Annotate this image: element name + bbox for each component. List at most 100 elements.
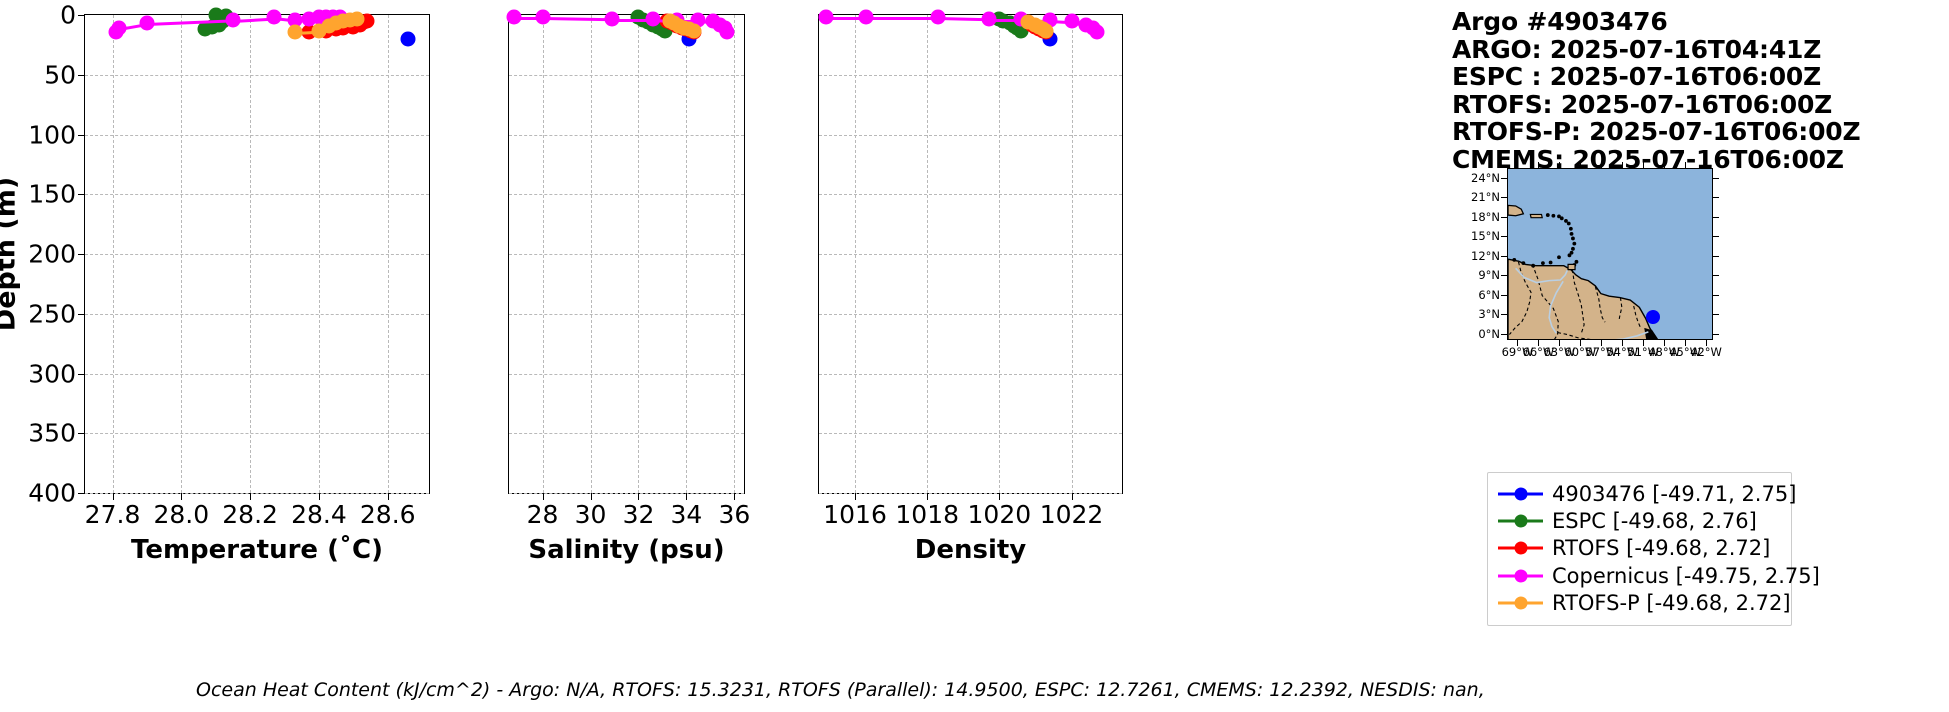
map-lon-tick [1580, 340, 1582, 346]
x-tick-label: 28.0 [153, 500, 210, 529]
x-tick-mark [855, 493, 857, 500]
gridline-vertical [181, 15, 183, 493]
data-point-rtofs-p [1038, 23, 1054, 39]
gridline-horizontal [509, 433, 744, 435]
legend-item-0[interactable]: 4903476 [-49.71, 2.75] [1498, 480, 1796, 507]
map-lat-label: 12°N [1471, 248, 1500, 263]
gridline-vertical [638, 15, 640, 493]
map-lon-tick-top [1622, 162, 1624, 168]
data-point-copernicus [818, 9, 834, 25]
legend-label: ESPC [-49.68, 2.76] [1552, 509, 1757, 534]
legend-swatch-icon [1498, 485, 1543, 503]
map-lon-tick [1685, 340, 1687, 346]
temperature-profile-panel: 0 50 100 150 200 250 300 350 400 27.8 28.0 28.2 28.4… [28, 1, 430, 565]
map-lat-label: 24°N [1471, 170, 1500, 185]
data-point-rtofs-p [349, 11, 365, 27]
title-line-3: RTOFS: 2025-07-16T06:00Z [1452, 89, 1833, 119]
data-point-copernicus [266, 9, 282, 25]
x-tick-mark [927, 493, 929, 500]
map-coastlines [1508, 204, 1659, 339]
legend-swatch-icon [1498, 512, 1543, 530]
map-lat-label: 0°N [1478, 326, 1500, 341]
map-lat-tick-right [1713, 294, 1719, 296]
x-tick-label: 28.2 [222, 500, 278, 529]
legend-swatch-icon [1498, 539, 1543, 557]
ocean-heat-content-footnote: Ocean Heat Content (kJ/cm^2) - Argo: N/A… [196, 679, 1485, 701]
y-tick-label: 200 [28, 239, 76, 269]
title-line-0: Argo #4903476 [1452, 7, 1668, 36]
gridline-vertical [318, 15, 320, 493]
map-lon-label: 60°W [1564, 345, 1597, 359]
map-lat-label: 15°N [1471, 229, 1500, 244]
map-lon-tick-top [1517, 162, 1519, 168]
map-lon-label: 48°W [1648, 345, 1680, 359]
x-tick-mark [387, 493, 389, 500]
gridline-horizontal [819, 134, 1122, 136]
y-tick-mark [78, 373, 85, 375]
data-point-copernicus [604, 11, 620, 27]
data-point-copernicus [719, 24, 735, 40]
series-line-copernicus [826, 17, 866, 21]
map-lon-tick [1517, 340, 1519, 346]
legend-item-4[interactable]: RTOFS-P [-49.68, 2.72] [1498, 590, 1791, 617]
y-tick-mark [78, 313, 85, 315]
map-lat-tick-right [1713, 177, 1719, 179]
legend-swatch-icon [1498, 567, 1543, 585]
y-tick-label: 400 [28, 478, 76, 508]
gridline-horizontal [85, 254, 429, 255]
gridline-horizontal [819, 313, 1122, 315]
x-axis-title: Density [914, 535, 1027, 565]
map-lon-label: 51°W [1627, 345, 1660, 359]
legend-item-3[interactable]: Copernicus [-49.75, 2.75] [1498, 562, 1820, 589]
map-lat-label: 18°N [1471, 209, 1500, 224]
gridline-vertical [734, 15, 736, 493]
map-lat-tick-right [1713, 314, 1719, 316]
gridline-horizontal [509, 254, 744, 255]
gridline-vertical [112, 15, 114, 493]
map-lon-label: 54°W [1606, 345, 1639, 359]
legend-item-1[interactable]: ESPC [-49.68, 2.76] [1498, 507, 1781, 534]
gridline-vertical [999, 15, 1001, 493]
legend-swatch-icon [1498, 594, 1543, 612]
x-tick-label: 28.6 [359, 500, 416, 529]
density-profile-panel: 1016 1018 1020 1022 Density [818, 9, 1123, 565]
gridline-vertical [855, 15, 857, 493]
y-tick-mark [78, 254, 85, 255]
map-lat-tick [1501, 255, 1507, 257]
gridline-vertical [542, 15, 544, 493]
x-tick-label: 36 [718, 500, 751, 529]
series-line-copernicus [513, 17, 543, 21]
x-tick-mark [999, 493, 1001, 500]
map-lat-tick [1501, 236, 1507, 238]
map-lon-tick-top [1559, 162, 1561, 168]
legend-item-2[interactable]: RTOFS [-49.68, 2.72] [1498, 535, 1781, 562]
map-lat-label: 6°N [1478, 287, 1500, 302]
map-lon-tick [1664, 340, 1666, 346]
data-point-rtofs-p [686, 23, 702, 39]
series-line-copernicus [988, 18, 1021, 22]
data-point-copernicus [645, 11, 661, 27]
x-tick-label: 1016 [823, 500, 887, 529]
x-tick-mark [542, 493, 544, 500]
x-tick-label: 1020 [967, 500, 1032, 529]
x-axis-title: Temperature (˚C) [131, 535, 383, 565]
x-tick-mark [590, 493, 592, 500]
gridline-vertical [927, 15, 929, 493]
title-line-2: ESPC : 2025-07-16T06:00Z [1452, 62, 1822, 91]
map-lon-label: 66°W [1522, 345, 1555, 359]
data-point-copernicus [225, 12, 241, 28]
map-lat-tick-right [1713, 333, 1719, 335]
map-inset: 24°N 21°N 18°N 15°N 12°N 9°N 6°N 3°N 0°N 69°W 66°W… [1471, 162, 1722, 359]
x-tick-mark [638, 493, 640, 500]
y-tick-mark [78, 74, 85, 76]
map-lat-tick-right [1713, 197, 1719, 199]
data-point-copernicus [287, 12, 303, 28]
map-lat-tick [1501, 216, 1507, 218]
y-tick-label: 250 [28, 299, 76, 329]
map-lat-tick [1501, 275, 1507, 277]
x-tick-mark [318, 493, 320, 500]
x-tick-mark [112, 493, 114, 500]
map-lon-tick-top [1601, 162, 1603, 168]
gridline-horizontal [509, 373, 744, 375]
gridline-horizontal [819, 194, 1122, 196]
